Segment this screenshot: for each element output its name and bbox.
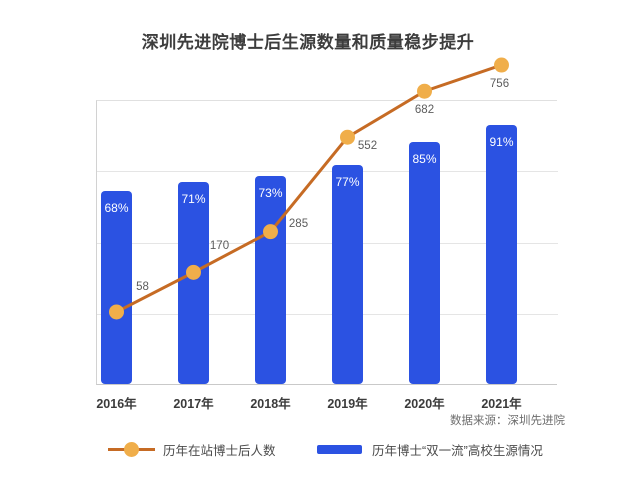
source-note: 数据来源：深圳先进院	[450, 415, 565, 427]
line-marker-2020年	[417, 83, 432, 99]
line-value-label-2019年: 552	[357, 140, 378, 153]
line-value-label-2018年: 285	[288, 217, 309, 230]
bar-2016年: 68%	[101, 190, 132, 384]
legend: 历年在站博士后人数 历年博士“双一流”高校生源情况	[0, 440, 640, 460]
bar-value-label: 73%	[258, 186, 283, 201]
line-marker-2021年	[494, 57, 509, 73]
bar-swatch-icon	[317, 445, 362, 454]
legend-label-line: 历年在站博士后人数	[163, 444, 276, 458]
bar-value-label: 85%	[412, 152, 437, 167]
bar-2018年: 73%	[255, 176, 286, 384]
line-value-label-2021年: 756	[489, 78, 510, 91]
legend-line-dot	[124, 442, 139, 457]
x-axis-label-2021年: 2021年	[481, 397, 522, 411]
bar-2019年: 77%	[332, 164, 363, 384]
bar-value-label: 91%	[489, 135, 514, 150]
line-value-label-2017年: 170	[209, 240, 230, 253]
legend-item-line[interactable]: 历年在站博士后人数	[108, 440, 276, 459]
x-axis-label-2018年: 2018年	[250, 397, 291, 411]
line-dot-swatch-icon	[108, 442, 155, 457]
line-value-label-2020年: 682	[414, 104, 435, 117]
gridline	[97, 314, 558, 315]
line-value-label-2016年: 58	[136, 280, 149, 293]
bar-value-label: 77%	[335, 174, 360, 189]
legend-item-bar[interactable]: 历年博士“双一流”高校生源情况	[317, 440, 543, 459]
bar-value-label: 71%	[181, 192, 206, 206]
legend-label-bar: 历年博士“双一流”高校生源情况	[372, 444, 543, 458]
bar-2017年: 71%	[178, 182, 209, 384]
x-axis-label-2020年: 2020年	[404, 397, 445, 411]
x-axis-label-2017年: 2017年	[173, 397, 214, 411]
x-axis-label-2019年: 2019年	[327, 397, 368, 411]
bar-2021年: 91%	[486, 125, 517, 384]
x-axis-label-2016年: 2016年	[96, 397, 137, 411]
bar-value-label: 68%	[104, 200, 129, 215]
bar-2020年: 85%	[409, 142, 440, 384]
chart-title: 深圳先进院博士后生源数量和质量稳步提升	[141, 33, 475, 52]
